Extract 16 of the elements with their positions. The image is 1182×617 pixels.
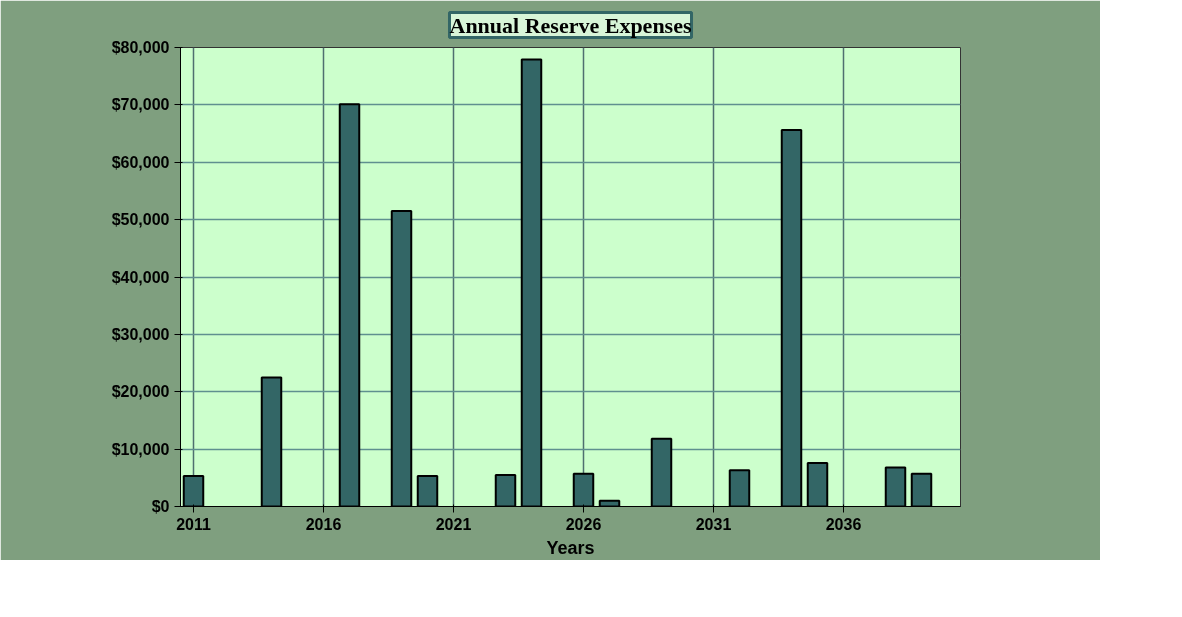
y-tick-label: $20,000 bbox=[111, 383, 170, 401]
y-tick-label: $60,000 bbox=[111, 153, 170, 171]
x-axis-title: Years bbox=[546, 537, 595, 558]
x-tick-label: 2021 bbox=[435, 515, 472, 533]
y-tick-label: $80,000 bbox=[111, 39, 170, 56]
y-tick-label: $0 bbox=[151, 498, 170, 515]
y-tick-label: $40,000 bbox=[111, 268, 170, 286]
y-tick-label: $30,000 bbox=[111, 325, 170, 343]
x-tick-label: 2026 bbox=[565, 515, 602, 533]
y-tick-label: $10,000 bbox=[111, 440, 170, 458]
x-tick-label: 2036 bbox=[825, 515, 862, 533]
x-tick-label: 2016 bbox=[305, 515, 342, 533]
x-tick-label: 2031 bbox=[695, 515, 732, 533]
y-tick-label: $50,000 bbox=[111, 211, 170, 229]
y-tick-label: $70,000 bbox=[111, 96, 170, 114]
x-tick-label: 2011 bbox=[176, 515, 211, 533]
